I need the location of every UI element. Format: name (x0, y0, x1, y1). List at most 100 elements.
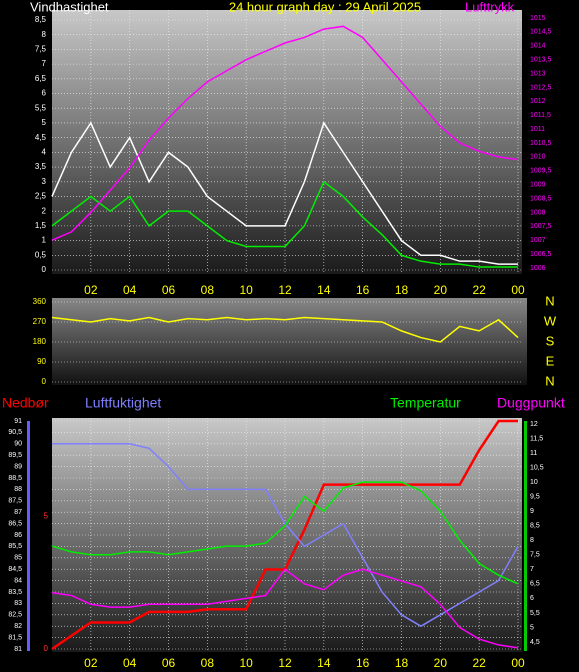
yticks-label: 2,5 (35, 192, 47, 201)
y3ticks-label: 5 (44, 512, 49, 521)
panel-direction (52, 298, 527, 385)
x-tick-label: 20 (434, 656, 448, 670)
y2ticks-label: 1011 (530, 126, 545, 133)
compass-label: N (545, 293, 554, 308)
yticks-label: 88,5 (8, 475, 22, 482)
y2ticks-label: 1011,5 (530, 112, 551, 119)
y2ticks-label: 4,5 (530, 639, 540, 646)
yticks-label: 90 (37, 357, 46, 366)
y2ticks-label: 10,5 (530, 464, 544, 471)
y2ticks-label: 5,5 (530, 610, 540, 617)
legend-entry: Nedbør (2, 395, 49, 411)
yticks-label: 1 (42, 236, 47, 245)
yticks-label: 84 (14, 577, 22, 584)
x-tick-label: 20 (434, 283, 448, 297)
yticks-label: 0,5 (35, 250, 47, 259)
y2ticks-label: 1014,5 (530, 29, 552, 36)
y2ticks-label: 8 (530, 537, 534, 544)
y2ticks-label: 6,5 (530, 581, 540, 588)
compass-label: E (546, 353, 555, 368)
yticks-label: 87 (14, 509, 22, 516)
chart-title: 24 hour graph day : 29 April 2025 (229, 0, 421, 14)
x-tick-label: 06 (162, 656, 176, 670)
yticks-label: 88 (14, 486, 22, 493)
y2ticks-label: 1007,5 (530, 223, 552, 230)
x-tick-label: 16 (356, 283, 370, 297)
y2ticks-label: 1012,5 (530, 84, 552, 91)
y2ticks-label: 1008,5 (530, 195, 552, 202)
x-tick-label: 10 (239, 283, 253, 297)
yticks-label: 0 (42, 265, 47, 274)
x-tick-label: 04 (123, 656, 137, 670)
y2ticks-label: 9 (530, 508, 534, 515)
yticks-label: 8 (42, 30, 47, 39)
yticks-label: 5 (42, 118, 47, 127)
yticks-label: 4 (42, 147, 47, 156)
y2ticks-label: 1006 (530, 265, 546, 272)
x-tick-label: 08 (201, 656, 215, 670)
yticks-label: 85,5 (8, 543, 22, 550)
y2ticks-label: 1014 (530, 43, 546, 50)
y2ticks-label: 5 (530, 624, 534, 631)
yticks-label: 360 (33, 297, 47, 306)
x-tick-label: 22 (472, 656, 486, 670)
series-line (51, 481, 519, 585)
legend-entry: Temperatur (390, 395, 461, 411)
yticks-label: 89,5 (8, 452, 22, 459)
yticks-label: 4,5 (35, 133, 47, 142)
y2ticks-label: 7,5 (530, 552, 540, 559)
yticks-label: 6 (42, 89, 47, 98)
yticks-label: 84,5 (8, 566, 22, 573)
y2ticks-label: 12 (530, 421, 538, 428)
yticks-label: 82 (14, 623, 22, 630)
x-tick-label: 14 (317, 656, 331, 670)
temperature-axis-bar (524, 421, 527, 651)
yticks-label: 90 (14, 441, 22, 448)
yticks-label: 86 (14, 532, 22, 539)
y2ticks-label: 1010 (530, 154, 546, 161)
yticks-label: 81 (14, 646, 22, 653)
yticks-label: 3,5 (35, 162, 47, 171)
x-tick-label: 02 (84, 283, 98, 297)
x-tick-label: 00 (511, 283, 525, 297)
legend-entry: Duggpunkt (497, 395, 565, 411)
y2ticks-label: 1010,5 (530, 140, 552, 147)
y2ticks-label: 11 (530, 450, 537, 457)
series-line (52, 443, 519, 628)
yticks-label: 8,5 (35, 15, 47, 24)
x-tick-label: 18 (395, 656, 409, 670)
yticks-label: 7 (42, 59, 47, 68)
compass-label: W (544, 313, 557, 328)
series-line (51, 568, 519, 649)
yticks-label: 90,5 (8, 429, 22, 436)
yticks-label: 83,5 (8, 589, 22, 596)
x-tick-label: 12 (278, 656, 292, 670)
wind-label: Vindhastighet (30, 0, 109, 14)
y2ticks-label: 1012 (530, 98, 546, 105)
y2ticks-label: 1006,5 (530, 251, 552, 258)
yticks-label: 85 (14, 555, 22, 562)
compass-label: N (545, 373, 554, 388)
y2ticks-label: 1015 (530, 15, 546, 22)
yticks-label: 270 (33, 317, 47, 326)
x-tick-label: 22 (472, 283, 486, 297)
panel-wind (52, 10, 522, 274)
y2ticks-label: 1008 (530, 209, 546, 216)
x-tick-label: 04 (123, 283, 137, 297)
yticks-label: 0 (42, 377, 47, 386)
x-tick-label: 16 (356, 656, 370, 670)
y2ticks-label: 11,5 (530, 435, 543, 442)
y2ticks-label: 9,5 (530, 494, 540, 501)
compass-label: S (546, 333, 555, 348)
x-tick-label: 02 (84, 656, 98, 670)
y2ticks-label: 1013,5 (530, 57, 552, 64)
y3ticks-label: 0 (44, 644, 49, 653)
y2ticks-label: 6 (530, 595, 534, 602)
pressure-label: Lufttrykk (465, 0, 515, 14)
y2ticks-label: 10 (530, 479, 538, 486)
x-tick-label: 00 (511, 656, 525, 670)
series-line (51, 25, 519, 241)
series-line (51, 121, 518, 265)
x-tick-label: 14 (317, 283, 331, 297)
yticks-label: 89 (14, 463, 22, 470)
